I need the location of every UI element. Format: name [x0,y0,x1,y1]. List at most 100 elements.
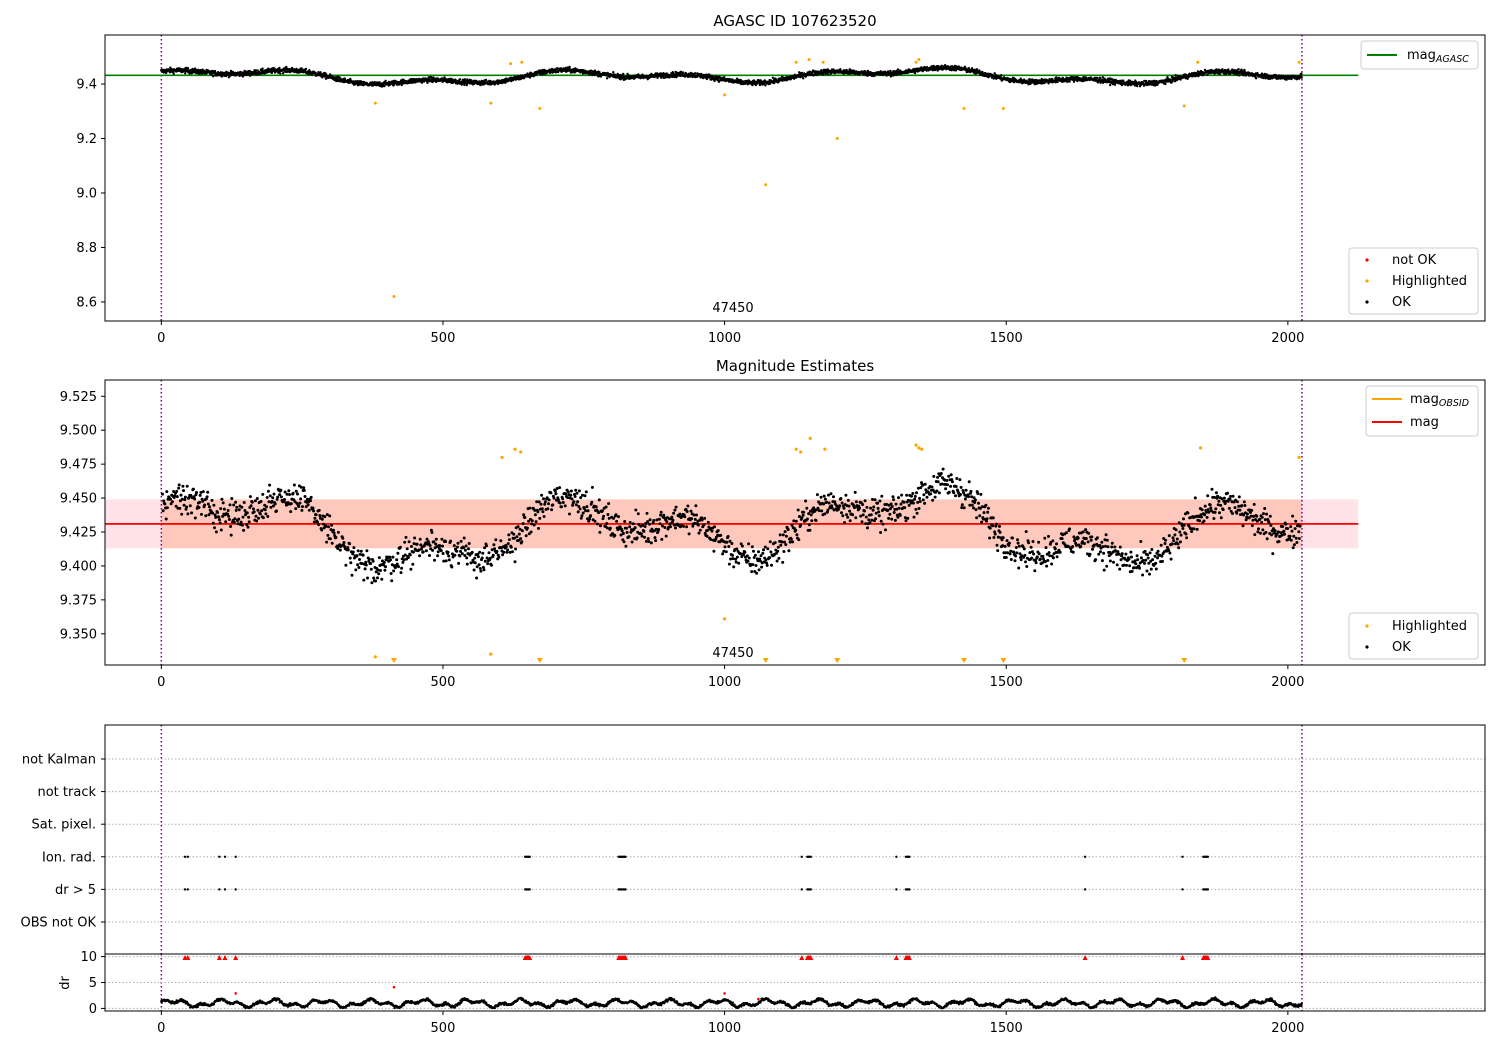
ok-point [921,498,925,502]
ok-point [404,535,408,539]
ok-point [227,518,231,521]
ok-point [597,511,601,515]
ok-point [239,520,243,524]
ok-point [663,526,667,529]
ok-point [1254,77,1258,80]
ok-point [355,554,359,558]
ok-point [827,493,830,497]
ok-point [350,573,354,577]
ok-point [637,73,640,76]
ok-point [709,538,713,541]
ok-point [584,490,588,494]
ok-point [260,509,264,513]
ok-point [259,500,263,503]
ok-point [226,512,229,516]
ok-point [421,550,425,554]
ok-point [573,495,577,498]
ok-point [643,535,646,539]
ok-point [583,494,587,498]
ok-point [483,546,487,550]
ok-point [1120,83,1124,87]
ok-point [444,540,448,543]
highlighted-point [723,93,727,97]
ok-point [851,513,855,517]
ok-point [526,72,529,75]
ok-point [773,541,777,545]
ok-point [376,576,379,580]
ok-point [686,504,690,508]
ok-point [566,490,570,494]
ok-point [525,526,529,530]
ok-point [469,561,473,565]
ok-point [252,507,255,511]
ok-point [362,578,366,582]
ok-point [547,502,550,506]
ok-point [796,508,800,512]
ok-point [929,492,933,496]
ok-point [352,546,356,550]
ok-point [434,537,438,541]
ok-point [864,515,868,519]
ok-point [232,520,236,524]
ok-point [753,553,757,557]
ok-point [271,496,275,500]
ok-point [513,560,517,564]
ok-point [869,506,873,510]
ok-point [357,566,361,569]
ok-point [915,491,918,495]
ok-point [784,543,788,547]
ok-point [574,67,577,70]
ok-point [265,496,269,499]
ok-point [896,515,900,519]
ok-point [625,530,629,534]
ok-point [854,516,858,520]
ok-point [177,483,181,487]
ok-point [323,515,327,519]
ok-point [478,550,482,554]
ok-point [1033,83,1037,86]
ok-point [752,549,755,553]
ok-point [665,520,669,524]
ok-point [878,499,882,503]
ok-point [402,558,406,562]
ok-point [351,550,355,554]
ok-point [358,552,362,556]
ok-point [292,483,296,487]
ok-point [819,495,823,499]
ok-point [539,502,543,506]
ok-point [356,549,360,553]
ok-point [871,508,875,512]
ok-point [672,523,676,527]
ok-point [889,507,892,511]
ok-point [572,500,576,504]
ok-point [199,491,203,494]
ok-point [628,521,632,524]
ok-point [297,505,301,508]
ok-point [745,554,749,558]
ok-point [193,67,197,70]
ok-point [161,492,164,496]
ok-point [163,502,167,506]
ok-point [647,540,651,543]
ok-point [480,556,484,560]
ok-point [410,545,413,548]
ok-point [807,512,811,516]
ok-point [219,528,223,532]
ok-point [645,511,649,515]
ok-point [900,493,904,497]
ok-point [820,509,824,513]
ok-point [655,518,659,522]
panel1-plot-area [105,35,1359,321]
ok-point [318,514,322,517]
ok-point [897,496,900,500]
ok-point [601,517,605,521]
ok-point [291,491,295,495]
ok-point [530,522,534,526]
ok-point [658,522,662,526]
ok-points [161,467,1302,585]
ok-point [279,495,283,499]
ok-point [589,514,593,518]
ok-point [551,503,555,507]
ok-point [644,539,648,543]
ok-point [797,538,801,542]
